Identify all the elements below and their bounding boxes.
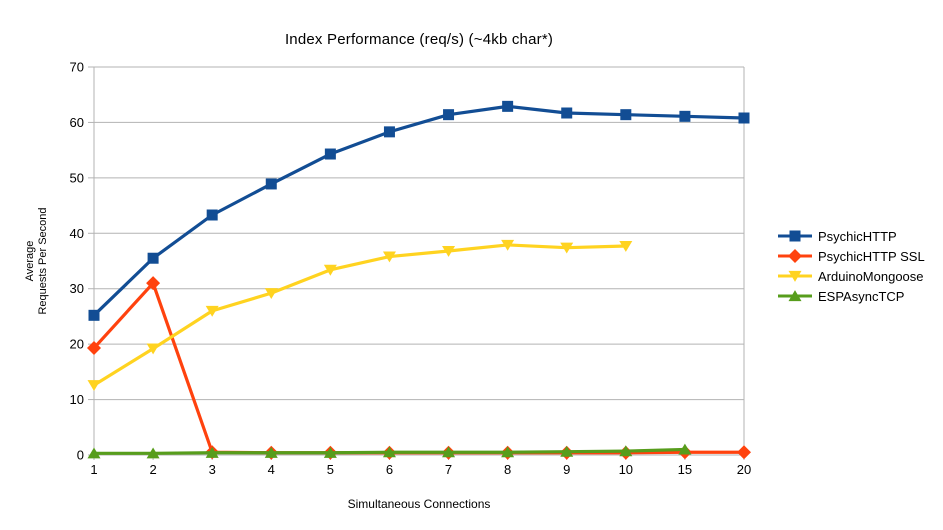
x-tick-label-20: 20: [737, 462, 751, 477]
marker-PsychicHTTP-9: [561, 107, 573, 119]
x-tick-label-9: 9: [563, 462, 570, 477]
x-tick-label-6: 6: [386, 462, 393, 477]
x-tick-label-1: 1: [90, 462, 97, 477]
marker-PsychicHTTP-SSL-2: [146, 276, 161, 291]
legend-marker-triangle-up: [788, 290, 802, 302]
marker-ArduinoMongoose-5: [323, 264, 337, 276]
marker-PsychicHTTP-2: [147, 252, 159, 264]
marker-PsychicHTTP-20: [738, 112, 750, 124]
legend-label: ArduinoMongoose: [818, 268, 924, 284]
y-axis-title-line1: Average: [24, 240, 36, 282]
y-tick-label-0: 0: [77, 448, 84, 463]
marker-PsychicHTTP-10: [620, 109, 632, 121]
legend-marker-diamond: [788, 249, 802, 263]
y-tick-label-50: 50: [70, 170, 84, 185]
legend-item-PsychicHTTP-SSL: PsychicHTTP SSL: [778, 246, 925, 266]
legend-swatch-triangle-down-icon: [778, 270, 812, 282]
y-axis-title-line2: Requests Per Second: [37, 207, 49, 315]
marker-PsychicHTTP-5: [324, 148, 336, 160]
x-tick-label-7: 7: [445, 462, 452, 477]
marker-ESPAsyncTCP-6: [382, 446, 396, 458]
series-line-PsychicHTTP: [92, 104, 746, 317]
x-tick-label-2: 2: [149, 462, 156, 477]
marker-ESPAsyncTCP-9: [560, 445, 574, 457]
marker-PsychicHTTP-1: [88, 309, 100, 321]
legend-marker-triangle-down: [788, 270, 802, 282]
marker-ESPAsyncTCP-7: [442, 446, 456, 458]
marker-ArduinoMongoose-2: [146, 343, 160, 355]
y-tick-label-10: 10: [70, 392, 84, 407]
marker-PsychicHTTP-6: [383, 126, 395, 138]
x-tick-label-5: 5: [327, 462, 334, 477]
marker-PsychicHTTP-SSL-1: [87, 341, 101, 356]
x-tick-label-15: 15: [678, 462, 692, 477]
marker-ESPAsyncTCP-4: [264, 446, 278, 458]
marker-PsychicHTTP-SSL-20: [737, 445, 751, 460]
series-line-ArduinoMongoose: [92, 243, 628, 387]
marker-PsychicHTTP-4: [265, 178, 277, 190]
legend-swatch-triangle-up-icon: [778, 290, 812, 302]
legend-label: ESPAsyncTCP: [818, 288, 905, 304]
marker-ESPAsyncTCP-8: [501, 446, 515, 458]
marker-ArduinoMongoose-3: [205, 305, 219, 317]
marker-ArduinoMongoose-8: [501, 239, 515, 251]
y-tick-label-30: 30: [70, 281, 84, 296]
marker-PsychicHTTP-15: [679, 110, 691, 122]
y-axis-title: Average Requests Per Second: [24, 207, 50, 314]
marker-ESPAsyncTCP-5: [323, 446, 337, 458]
marker-ESPAsyncTCP-3: [205, 446, 219, 458]
marker-PsychicHTTP-8: [502, 100, 514, 112]
chart-title: Index Performance (req/s) (~4kb char*): [284, 31, 554, 48]
marker-ESPAsyncTCP-2: [146, 447, 160, 459]
marker-ArduinoMongoose-4: [264, 288, 278, 299]
legend-item-ArduinoMongoose: ArduinoMongoose: [778, 266, 925, 286]
marker-PsychicHTTP-7: [443, 109, 455, 121]
x-tick-label-3: 3: [209, 462, 216, 477]
y-tick-label-20: 20: [70, 337, 84, 352]
y-tick-label-70: 70: [70, 60, 84, 75]
marker-ArduinoMongoose-9: [560, 242, 574, 254]
marker-ESPAsyncTCP-10: [619, 445, 633, 457]
marker-PsychicHTTP-3: [206, 209, 218, 221]
legend-swatch-diamond-icon: [778, 249, 812, 263]
x-axis-title: Simultaneous Connections: [347, 497, 491, 511]
series-line-PsychicHTTP-SSL: [92, 281, 746, 455]
marker-ArduinoMongoose-7: [442, 245, 456, 257]
x-tick-label-8: 8: [504, 462, 511, 477]
marker-ESPAsyncTCP-15: [678, 443, 692, 455]
legend-swatch-square-icon: [778, 230, 812, 242]
x-tick-label-10: 10: [619, 462, 633, 477]
marker-ArduinoMongoose-10: [619, 240, 633, 252]
marker-ArduinoMongoose-1: [87, 380, 101, 392]
plot-area: 0 10 20 30 40 50 60 70 1 2 3 4 5 6 7 8 9 10 15 20: [70, 60, 752, 478]
legend-label: PsychicHTTP: [818, 228, 897, 244]
y-tick-label-40: 40: [70, 226, 84, 241]
marker-ESPAsyncTCP-1: [87, 447, 101, 459]
legend-marker-square: [789, 230, 801, 242]
legend-item-ESPAsyncTCP: ESPAsyncTCP: [778, 286, 925, 306]
x-tick-label-4: 4: [268, 462, 275, 477]
chart-legend: PsychicHTTP PsychicHTTP SSL ArduinoMongoos…: [778, 226, 925, 306]
legend-label: PsychicHTTP SSL: [818, 248, 925, 264]
y-tick-label-60: 60: [70, 115, 84, 130]
marker-ArduinoMongoose-6: [382, 251, 396, 263]
legend-item-PsychicHTTP: PsychicHTTP: [778, 226, 925, 246]
